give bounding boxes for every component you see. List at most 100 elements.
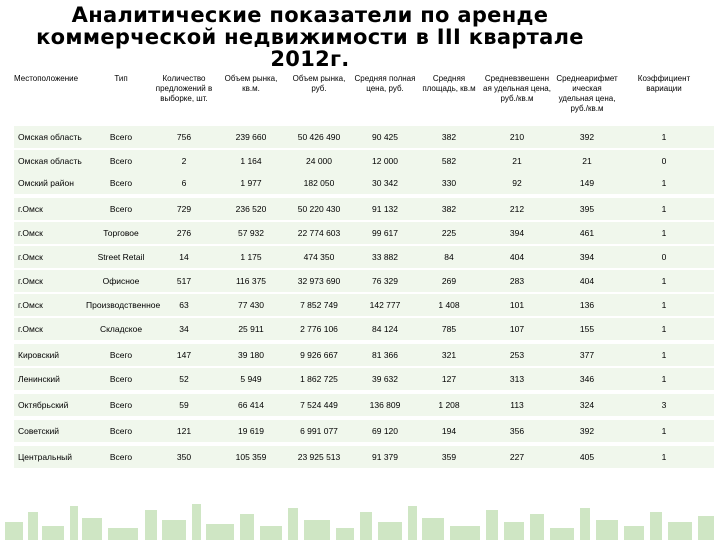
cell-avg-area: 84 bbox=[444, 252, 454, 262]
cell-weighted-unit-price: 313 bbox=[509, 374, 525, 384]
column-header-market-volume-sqm: Объем рынка, кв.м. bbox=[224, 74, 278, 93]
cell-type: Складское bbox=[99, 324, 143, 334]
cell-type: Офисное bbox=[102, 276, 140, 286]
cell-variation-coef: 1 bbox=[661, 350, 667, 360]
cell-avg-full-price: 76 329 bbox=[372, 276, 398, 286]
cell-weighted-unit-price: 210 bbox=[509, 132, 525, 142]
cell-arith-unit-price: 136 bbox=[579, 300, 595, 310]
cell-weighted-unit-price: 113 bbox=[510, 400, 524, 410]
cell-location: г.Омск bbox=[18, 228, 43, 238]
table-row: г.Омск Всего 729 236 520 50 220 430 91 132 382… bbox=[14, 198, 714, 220]
cell-offers-count: 59 bbox=[179, 400, 189, 410]
title-line-2: коммерческой недвижимости в III квартале bbox=[36, 25, 584, 49]
cell-location: Омский район bbox=[18, 178, 74, 188]
cell-avg-full-price: 99 617 bbox=[372, 228, 398, 238]
cell-avg-full-price: 12 000 bbox=[372, 156, 398, 166]
cell-avg-full-price: 30 342 bbox=[372, 178, 398, 188]
cell-market-volume-sqm: 5 949 bbox=[240, 374, 262, 384]
cell-offers-count: 729 bbox=[176, 204, 192, 214]
cell-market-volume-rub: 23 925 513 bbox=[297, 452, 341, 462]
cell-market-volume-rub: 22 774 603 bbox=[297, 228, 341, 238]
cell-market-volume-sqm: 236 520 bbox=[235, 204, 267, 214]
column-header-weighted-unit-price: Средневзвешенн ая удельная цена, руб./кв… bbox=[483, 74, 551, 103]
column-header-market-volume-rub: Объем рынка, руб. bbox=[292, 74, 346, 93]
cell-avg-full-price: 39 632 bbox=[372, 374, 398, 384]
cell-variation-coef: 1 bbox=[661, 374, 667, 384]
table-header: Местоположение Тип Количество предложений … bbox=[14, 74, 714, 124]
cell-avg-full-price: 91 132 bbox=[372, 204, 398, 214]
cell-arith-unit-price: 149 bbox=[579, 178, 595, 188]
cell-location: Омская область bbox=[18, 156, 82, 166]
cell-avg-full-price: 136 809 bbox=[369, 400, 401, 410]
cell-avg-area: 359 bbox=[441, 452, 457, 462]
cell-location: г.Омск bbox=[18, 276, 43, 286]
cell-avg-area: 582 bbox=[441, 156, 457, 166]
cell-type: Всего bbox=[109, 132, 133, 142]
column-header-avg-full-price: Средняя полная цена, руб. bbox=[354, 74, 416, 93]
table-row: Кировский Всего 147 39 180 9 926 667 81 366 32… bbox=[14, 344, 714, 366]
cell-market-volume-sqm: 77 430 bbox=[238, 300, 264, 310]
table-row: Центральный Всего 350 105 359 23 925 513 91 3… bbox=[14, 446, 714, 468]
cell-market-volume-sqm: 66 414 bbox=[238, 400, 264, 410]
table-row: Омский район Всего 6 1 977 182 050 30 342 330 9… bbox=[14, 172, 714, 194]
cell-arith-unit-price: 155 bbox=[579, 324, 595, 334]
cell-variation-coef: 1 bbox=[661, 132, 667, 142]
cell-offers-count: 350 bbox=[176, 452, 192, 462]
cell-avg-area: 330 bbox=[441, 178, 457, 188]
table-row: г.Омск Офисное 517 116 375 32 973 690 76 329 2… bbox=[14, 270, 714, 292]
table-row: г.Омск Торговое 276 57 932 22 774 603 99 617 2… bbox=[14, 222, 714, 244]
cell-arith-unit-price: 324 bbox=[579, 400, 595, 410]
cell-weighted-unit-price: 212 bbox=[509, 204, 525, 214]
cell-variation-coef: 0 bbox=[661, 156, 667, 166]
cell-arith-unit-price: 377 bbox=[579, 350, 595, 360]
cell-type: Всего bbox=[109, 426, 133, 436]
table-row: г.Омск Складское 34 25 911 2 776 106 84 124 78… bbox=[14, 318, 714, 340]
cell-avg-full-price: 91 379 bbox=[372, 452, 398, 462]
column-header-variation-coef: Коэффициент вариации bbox=[637, 74, 691, 93]
column-header-arith-unit-price: Среднеарифмет ическая удельная цена, руб… bbox=[556, 74, 618, 113]
cell-type: Всего bbox=[109, 204, 133, 214]
cell-market-volume-sqm: 39 180 bbox=[238, 350, 264, 360]
cell-weighted-unit-price: 356 bbox=[509, 426, 525, 436]
cell-market-volume-rub: 1 862 725 bbox=[300, 374, 338, 384]
cell-variation-coef: 3 bbox=[661, 400, 667, 410]
cell-avg-area: 269 bbox=[441, 276, 457, 286]
cell-offers-count: 276 bbox=[176, 228, 192, 238]
cell-arith-unit-price: 404 bbox=[579, 276, 595, 286]
cell-avg-full-price: 81 366 bbox=[372, 350, 398, 360]
cell-weighted-unit-price: 404 bbox=[509, 252, 525, 262]
table-row: Омская область Всего 2 1 164 24 000 12 000 582… bbox=[14, 150, 714, 172]
cell-weighted-unit-price: 107 bbox=[509, 324, 525, 334]
cell-avg-area: 194 bbox=[441, 426, 457, 436]
cell-market-volume-rub: 2 776 106 bbox=[300, 324, 338, 334]
cell-arith-unit-price: 346 bbox=[579, 374, 595, 384]
cell-location: Октябрьский bbox=[18, 400, 69, 410]
cell-type: Торговое bbox=[103, 228, 139, 238]
cell-location: Омская область bbox=[18, 132, 82, 142]
cell-market-volume-rub: 24 000 bbox=[306, 156, 332, 166]
cell-type: Всего bbox=[109, 452, 133, 462]
cell-market-volume-sqm: 25 911 bbox=[238, 324, 264, 334]
cell-variation-coef: 1 bbox=[661, 300, 667, 310]
cell-market-volume-rub: 474 350 bbox=[303, 252, 335, 262]
table-row: г.Омск Street Retail 14 1 175 474 350 33 882 8… bbox=[14, 246, 714, 268]
cell-location: г.Омск bbox=[18, 300, 43, 310]
cell-market-volume-sqm: 57 932 bbox=[238, 228, 264, 238]
city-skyline-decoration bbox=[5, 504, 714, 540]
page-title: Аналитические показатели по аренде комме… bbox=[0, 4, 620, 70]
cell-variation-coef: 1 bbox=[661, 324, 667, 334]
cell-offers-count: 756 bbox=[176, 132, 192, 142]
cell-location: Центральный bbox=[18, 452, 72, 462]
cell-offers-count: 121 bbox=[176, 426, 192, 436]
cell-arith-unit-price: 405 bbox=[579, 452, 595, 462]
cell-type: Всего bbox=[109, 374, 133, 384]
cell-type: Street Retail bbox=[97, 252, 145, 262]
cell-type: Всего bbox=[109, 178, 133, 188]
cell-market-volume-rub: 9 926 667 bbox=[300, 350, 338, 360]
cell-offers-count: 147 bbox=[176, 350, 192, 360]
cell-avg-full-price: 33 882 bbox=[372, 252, 398, 262]
column-header-offers-count: Количество предложений в выборке, шт. bbox=[155, 74, 213, 103]
cell-weighted-unit-price: 283 bbox=[509, 276, 525, 286]
cell-avg-full-price: 90 425 bbox=[372, 132, 398, 142]
cell-location: Кировский bbox=[18, 350, 60, 360]
